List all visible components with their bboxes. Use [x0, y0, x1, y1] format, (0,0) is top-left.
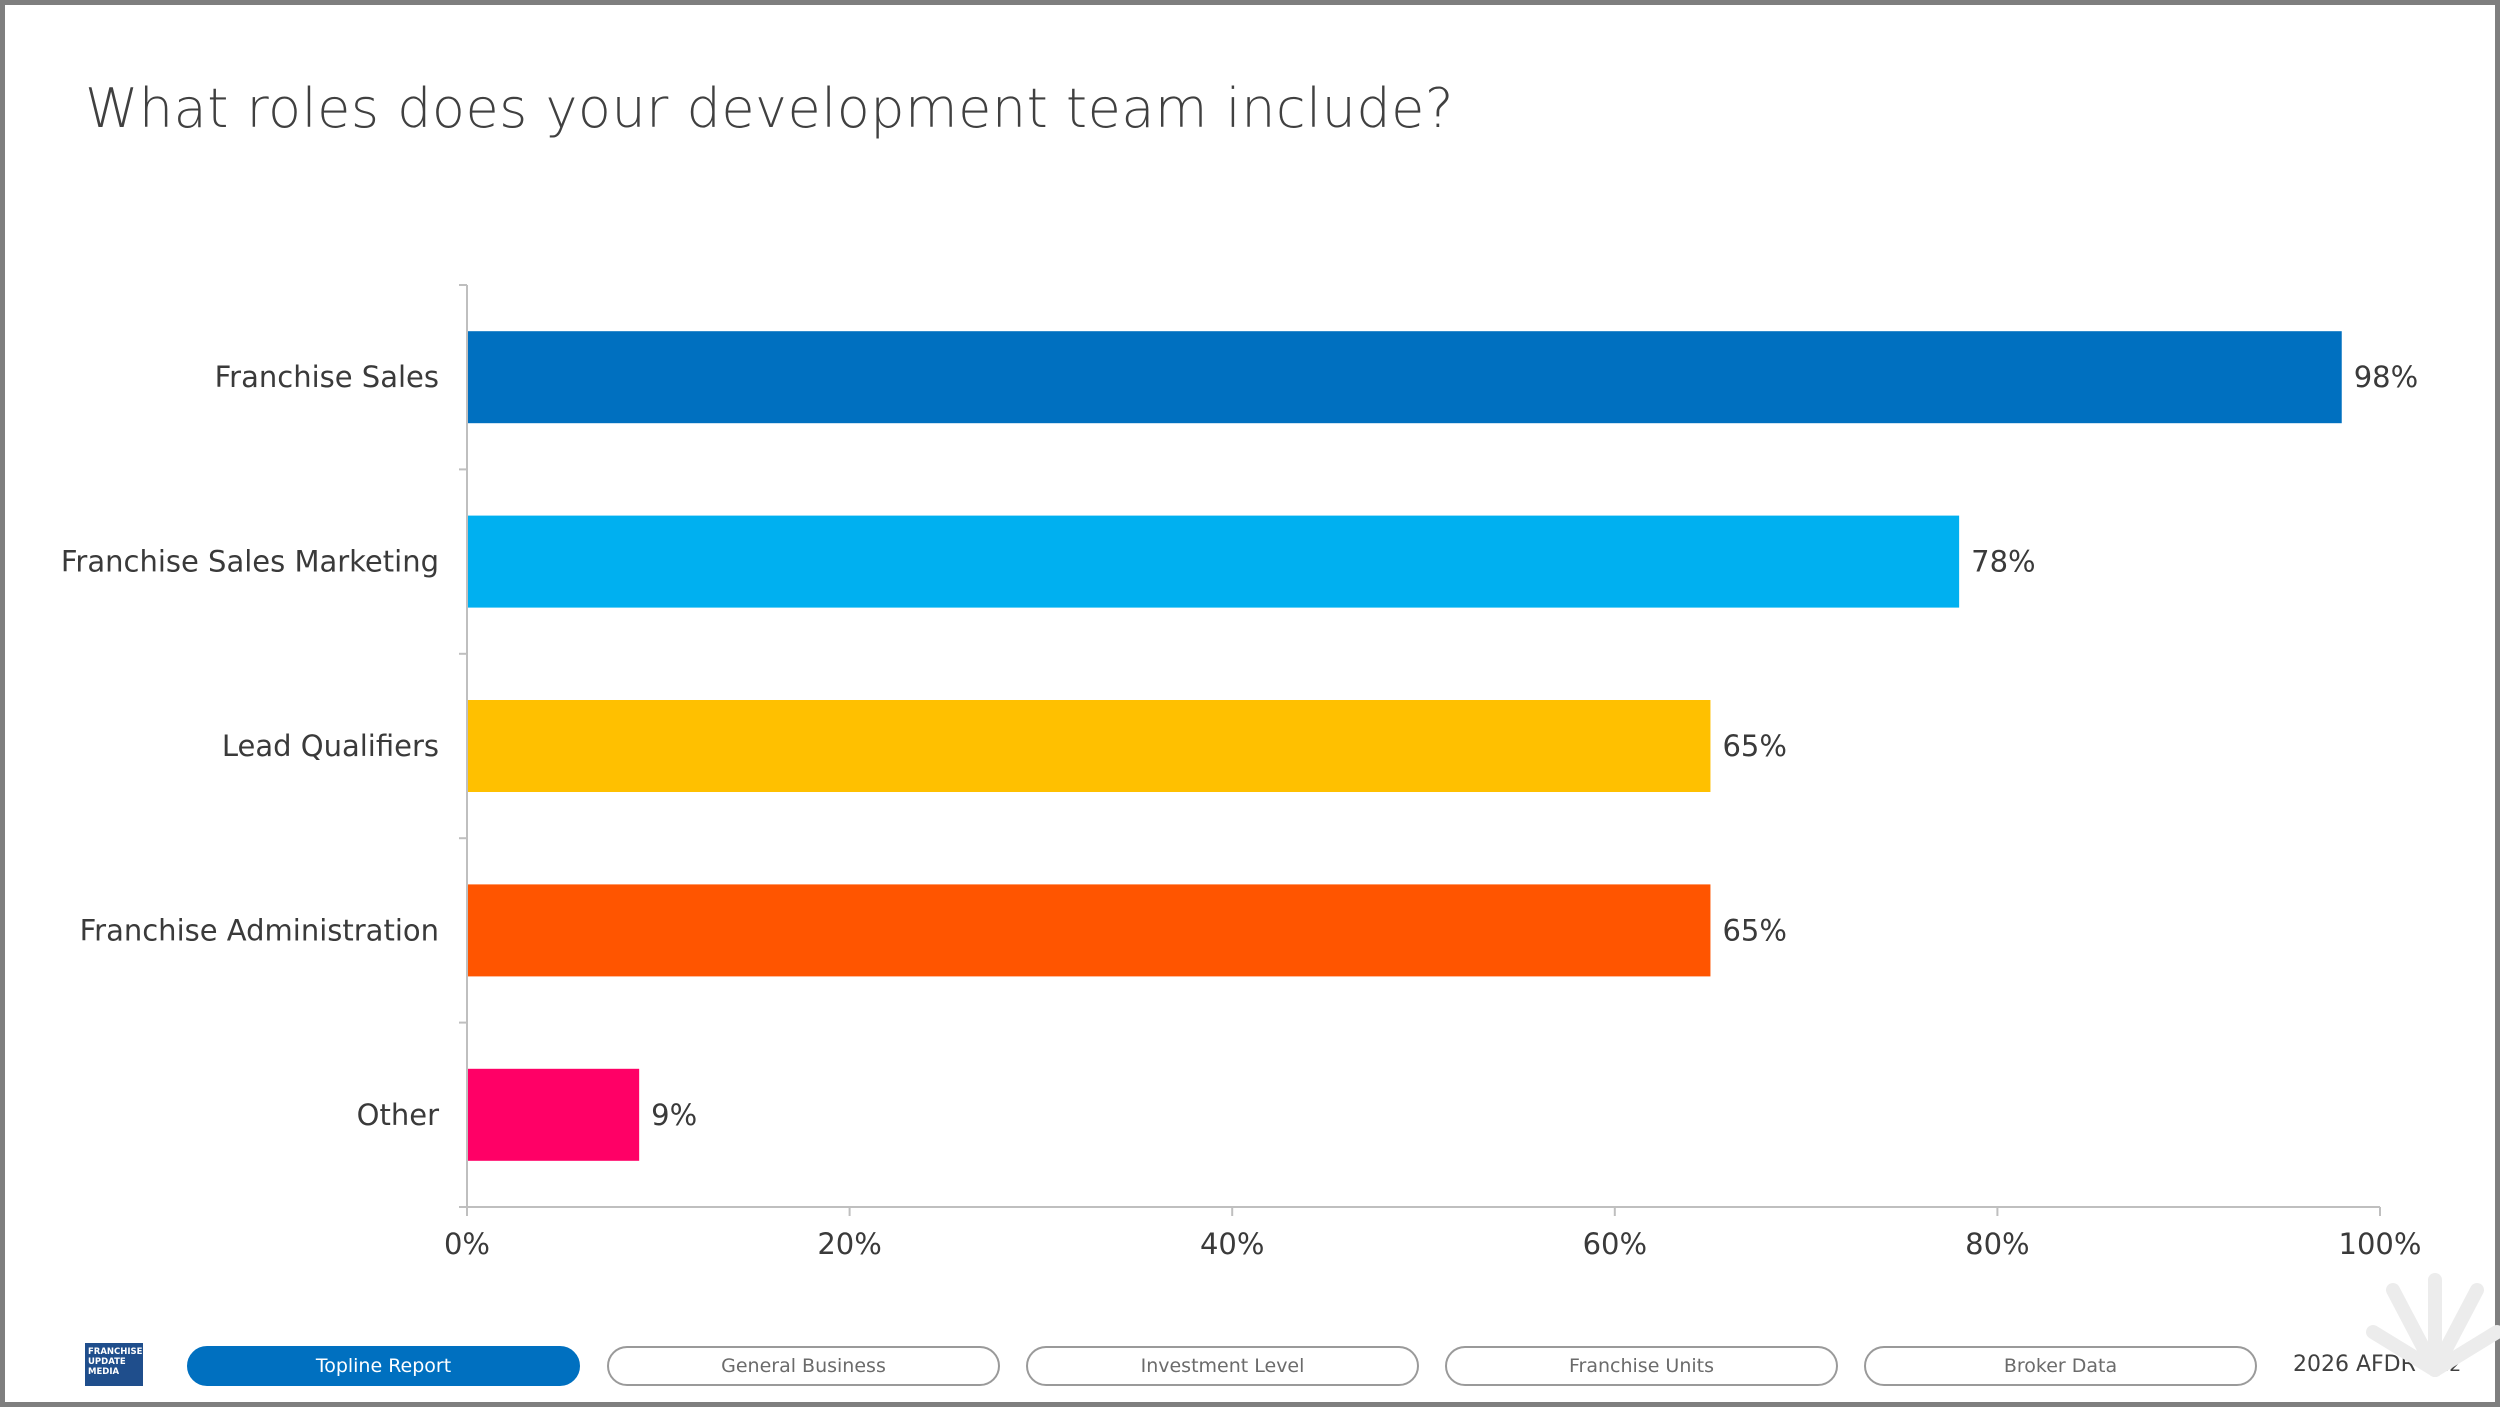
- x-tick-label: 80%: [1965, 1227, 2029, 1261]
- data-label: 9%: [651, 1098, 697, 1132]
- data-label: 65%: [1722, 729, 1786, 763]
- slide-title: What roles does your development team in…: [85, 77, 1454, 140]
- x-tick-label: 0%: [444, 1227, 490, 1261]
- x-tick-label: 20%: [817, 1227, 881, 1261]
- report-name: 2026 AFDR: [2293, 1352, 2416, 1377]
- logo-line: MEDIA: [88, 1367, 120, 1377]
- category-label: Franchise Sales: [215, 360, 439, 394]
- x-tick-label: 60%: [1583, 1227, 1647, 1261]
- x-tick-label: 40%: [1200, 1227, 1264, 1261]
- nav-franchise-units-button[interactable]: Franchise Units: [1445, 1346, 1838, 1386]
- logo-line: UPDATE: [88, 1357, 126, 1367]
- data-label: 65%: [1722, 913, 1786, 947]
- bar-chart: 0% 20% 40% 60% 80% 100% Franchise Sales 98% Fran…: [61, 284, 2422, 1261]
- category-label: Franchise Sales Marketing: [61, 545, 439, 579]
- nav-broker-data-button[interactable]: Broker Data: [1864, 1346, 2257, 1386]
- logo-line: FRANCHISE: [88, 1347, 143, 1357]
- bar: [468, 700, 1711, 792]
- category-label: Other: [357, 1098, 439, 1132]
- sunburst-decoration-icon: [2366, 1273, 2500, 1377]
- category-label: Lead Qualifiers: [222, 729, 439, 763]
- x-tick-label: 100%: [2339, 1227, 2422, 1261]
- bar: [468, 331, 2342, 424]
- data-label: 98%: [2354, 360, 2418, 394]
- bar: [468, 1068, 640, 1161]
- franchise-update-media-logo[interactable]: FRANCHISE UPDATE MEDIA: [85, 1343, 143, 1386]
- category-label: Franchise Administration: [80, 913, 439, 947]
- nav-investment-level-button[interactable]: Investment Level: [1026, 1346, 1419, 1386]
- nav-general-business-button[interactable]: General Business: [607, 1346, 1000, 1386]
- bar: [468, 884, 1711, 977]
- bar: [468, 515, 1960, 608]
- nav-topline-report-button[interactable]: Topline Report: [187, 1346, 580, 1386]
- data-label: 78%: [1971, 545, 2035, 579]
